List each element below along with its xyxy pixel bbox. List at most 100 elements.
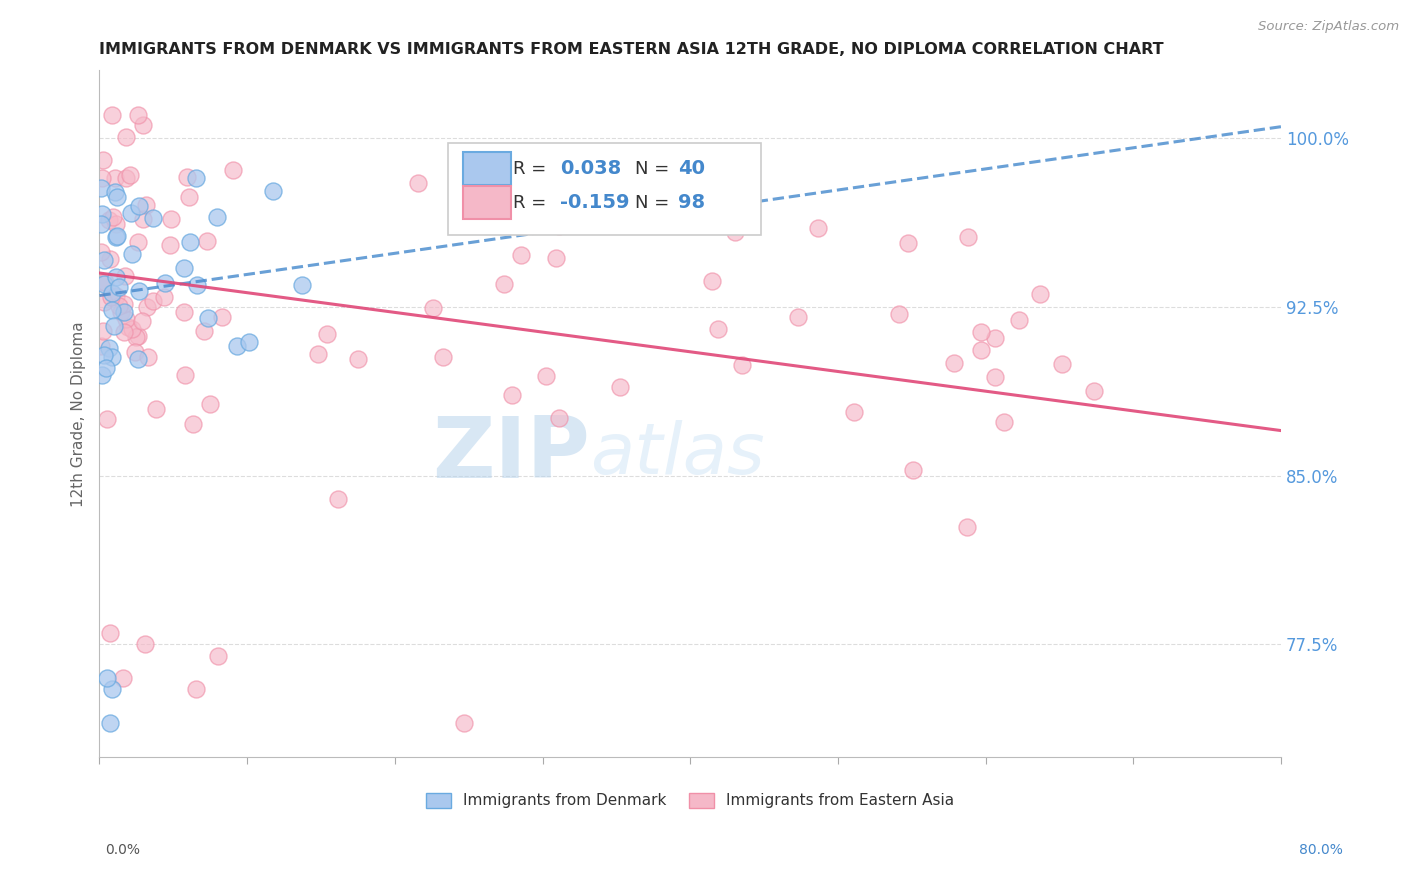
Point	[127, 108, 149, 122]
Point	[897, 236, 920, 251]
Point	[105, 190, 128, 204]
Point	[101, 682, 124, 697]
Text: R =: R =	[513, 194, 553, 212]
Point	[132, 212, 155, 227]
Point	[198, 397, 221, 411]
Point	[160, 212, 183, 227]
Point	[93, 295, 115, 310]
Point	[186, 278, 208, 293]
Point	[494, 277, 516, 291]
Point	[121, 322, 143, 336]
Point	[176, 170, 198, 185]
Point	[90, 276, 112, 290]
Point	[291, 278, 314, 293]
Point	[724, 225, 747, 239]
Point	[112, 297, 135, 311]
FancyBboxPatch shape	[464, 186, 510, 219]
Text: 0.0%: 0.0%	[105, 843, 141, 857]
Point	[957, 230, 980, 244]
Point	[98, 716, 121, 731]
Text: 40: 40	[678, 159, 706, 178]
Text: IMMIGRANTS FROM DENMARK VS IMMIGRANTS FROM EASTERN ASIA 12TH GRADE, NO DIPLOMA C: IMMIGRANTS FROM DENMARK VS IMMIGRANTS FR…	[100, 42, 1164, 57]
Point	[101, 286, 124, 301]
Point	[1008, 313, 1031, 327]
Point	[127, 352, 149, 367]
Point	[90, 207, 112, 221]
Text: N =: N =	[634, 194, 675, 212]
Point	[706, 321, 728, 335]
Point	[120, 168, 142, 182]
Point	[1083, 384, 1105, 398]
Point	[432, 351, 454, 365]
Point	[101, 108, 124, 122]
Point	[93, 277, 115, 292]
Point	[104, 185, 127, 199]
Point	[422, 301, 444, 315]
Point	[96, 361, 118, 376]
Point	[177, 190, 200, 204]
Point	[238, 334, 260, 349]
Text: -0.159: -0.159	[560, 194, 630, 212]
Point	[173, 368, 195, 382]
Point	[173, 305, 195, 319]
Point	[136, 350, 159, 364]
Point	[100, 290, 122, 304]
Point	[91, 170, 114, 185]
Point	[226, 339, 249, 353]
Point	[153, 277, 176, 291]
Point	[90, 217, 112, 231]
Point	[347, 351, 370, 366]
Point	[547, 219, 569, 233]
Text: ZIP: ZIP	[432, 413, 589, 496]
Point	[112, 305, 135, 319]
Point	[103, 171, 125, 186]
Point	[114, 269, 136, 284]
Point	[731, 359, 754, 373]
Point	[104, 217, 127, 231]
Point	[205, 210, 228, 224]
Point	[842, 405, 865, 419]
Point	[406, 176, 429, 190]
Point	[131, 314, 153, 328]
Point	[131, 118, 153, 132]
Point	[195, 234, 218, 248]
Point	[91, 324, 114, 338]
Point	[135, 301, 157, 315]
Point	[98, 341, 121, 355]
Point	[111, 671, 134, 685]
Point	[97, 213, 120, 227]
Point	[901, 463, 924, 477]
Point	[112, 325, 135, 339]
Point	[142, 293, 165, 308]
Point	[98, 626, 121, 640]
Point	[134, 637, 156, 651]
Point	[159, 237, 181, 252]
Text: 98: 98	[678, 194, 706, 212]
FancyBboxPatch shape	[449, 143, 761, 235]
Point	[103, 318, 125, 333]
Point	[98, 252, 121, 266]
Point	[128, 285, 150, 299]
Point	[94, 275, 117, 289]
Point	[96, 671, 118, 685]
Point	[91, 368, 114, 383]
Point	[787, 310, 810, 324]
Point	[1029, 287, 1052, 301]
Point	[942, 356, 965, 370]
Point	[308, 347, 330, 361]
Point	[193, 324, 215, 338]
Point	[328, 491, 350, 506]
Point	[115, 171, 138, 186]
Point	[93, 347, 115, 361]
Point	[183, 417, 205, 431]
Point	[103, 211, 125, 225]
Text: 80.0%: 80.0%	[1299, 843, 1343, 857]
Point	[108, 299, 131, 313]
Point	[153, 290, 176, 304]
Point	[547, 411, 569, 425]
Point	[120, 205, 142, 219]
FancyBboxPatch shape	[464, 153, 510, 185]
Point	[105, 288, 128, 302]
Point	[887, 307, 910, 321]
Point	[101, 350, 124, 364]
